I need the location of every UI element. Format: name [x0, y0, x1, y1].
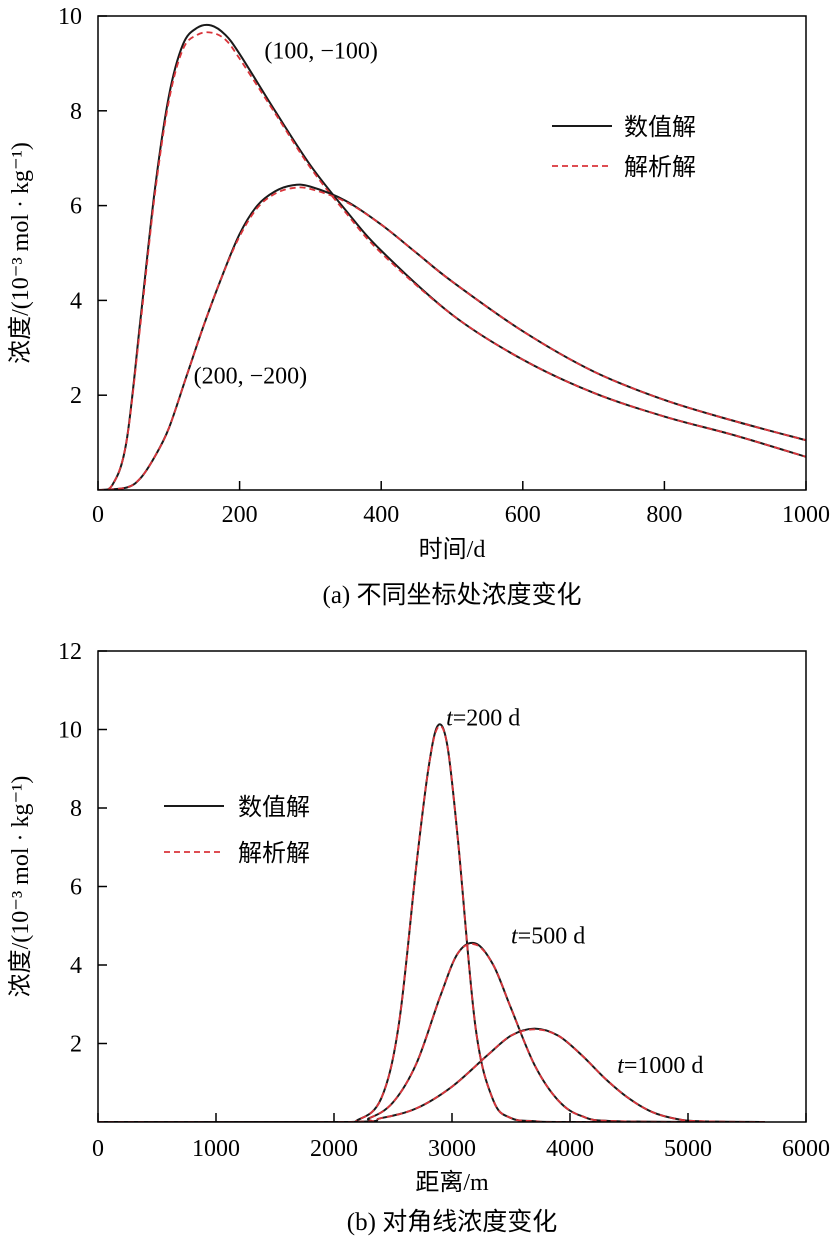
curve-annotation-1: t=500 d: [511, 923, 585, 949]
x-tick-label: 400: [363, 502, 399, 528]
x-tick-label: 5000: [664, 1136, 712, 1162]
series-line-analytical-5: [98, 1028, 765, 1122]
legend-label-analytical: 解析解: [238, 840, 310, 867]
y-tick-label: 12: [58, 639, 82, 665]
x-tick-label: 200: [222, 502, 258, 528]
curve-annotation-0: t=200 d: [446, 706, 520, 732]
y-tick-label: 4: [70, 288, 82, 314]
plot-frame: [97, 15, 807, 491]
series-line-analytical-1: [98, 31, 806, 490]
legend-label-numerical: 数值解: [624, 114, 696, 141]
x-tick-label: 4000: [546, 1136, 594, 1162]
y-tick-label: 4: [70, 953, 82, 979]
y-tick-label: 8: [70, 796, 82, 822]
y-tick-label: 6: [70, 875, 82, 901]
legend-label-analytical: 解析解: [624, 154, 696, 181]
series-line-numerical-0: [98, 723, 765, 1122]
panel-caption: (b) 对角线浓度变化: [347, 1208, 557, 1236]
y-axis-label: 浓度/(10⁻³ mol · kg⁻¹): [7, 776, 34, 998]
y-tick-label: 2: [70, 383, 82, 409]
curve-annotation-2: t=1000 d: [617, 1053, 703, 1079]
panel-a: 0 200 400 600 800 1000 2 4 6 8 10 时间/d 浓度/(10⁻³ mol …: [7, 4, 830, 609]
y-tick-label: 6: [70, 194, 82, 220]
x-tick-label: 6000: [782, 1136, 830, 1162]
x-tick-label: 3000: [428, 1136, 476, 1162]
y-tick-label: 2: [70, 1032, 82, 1058]
x-tick-label: 800: [646, 502, 682, 528]
y-tick-label: 8: [70, 99, 82, 125]
x-tick-label: 1000: [192, 1136, 240, 1162]
curve-annotation-1: (200, −200): [194, 363, 308, 389]
series-line-numerical-2: [98, 941, 765, 1122]
x-tick-label: 1000: [782, 502, 830, 528]
x-tick-label: 2000: [310, 1136, 358, 1162]
panel-b: 0 1000 2000 3000 4000 5000 6000 2 4 6 8 10 12 距离/m 浓度/…: [7, 639, 830, 1236]
x-axis-label: 时间/d: [419, 536, 486, 563]
series-line-numerical-0: [98, 23, 806, 490]
x-tick-label: 0: [92, 502, 104, 528]
curve-annotation-0: (100, −100): [264, 39, 378, 65]
series-line-analytical-3: [98, 186, 806, 490]
x-axis-label: 距离/m: [415, 1169, 489, 1196]
x-tick-label: 600: [505, 502, 541, 528]
series-group: [98, 23, 806, 490]
x-tick-label: 0: [92, 1136, 104, 1162]
panel-caption: (a) 不同坐标处浓度变化: [323, 581, 582, 609]
series-line-analytical-3: [98, 943, 765, 1122]
series-line-numerical-2: [98, 183, 806, 490]
y-axis-label: 浓度/(10⁻³ mol · kg⁻¹): [7, 142, 34, 364]
legend-label-numerical: 数值解: [238, 794, 310, 821]
y-tick-label: 10: [58, 718, 82, 744]
series-group: [98, 723, 765, 1122]
y-tick-label: 10: [58, 4, 82, 30]
